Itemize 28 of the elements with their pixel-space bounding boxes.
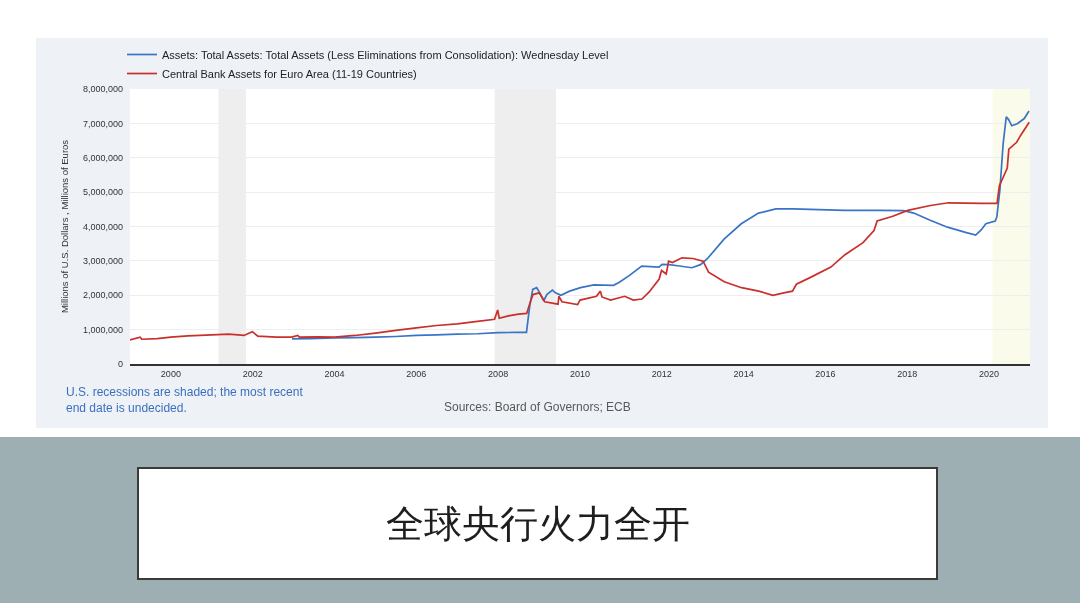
x-tick-label: 2008	[488, 368, 509, 379]
y-tick-label: 3,000,000	[82, 256, 123, 267]
legend-label: Central Bank Assets for Euro Area (11-19 Countries)	[162, 67, 417, 80]
y-tick-label: 2,000,000	[82, 290, 123, 301]
text: 全球央行火力全开	[385, 501, 690, 546]
x-tick-label: 2010	[569, 368, 591, 379]
x-tick-label: 2004	[324, 368, 345, 379]
y-tick-label: 7,000,000	[82, 118, 123, 129]
y-tick-label: 5,000,000	[82, 187, 123, 198]
y-tick-label: 8,000,000	[82, 84, 123, 95]
x-tick-label: 2018	[897, 368, 918, 379]
x-tick-label: 2002	[242, 368, 263, 379]
y-tick-label: 4,000,000	[82, 221, 123, 232]
y-tick-label: 0	[117, 359, 123, 370]
x-tick-label: 2016	[815, 368, 836, 379]
x-tick-label: 2000	[160, 368, 181, 379]
y-tick-label: 6,000,000	[82, 152, 123, 163]
x-tick-label: 2012	[651, 368, 672, 379]
x-tick-label: 2014	[733, 368, 754, 379]
source-note: Sources: Board of Governors; ECB	[444, 400, 631, 414]
y-tick-label: 1,000,000	[82, 324, 123, 335]
text: U.S. recessions are shaded; the most recent end date is undecided.	[66, 385, 304, 415]
legend-label: Assets: Total Assets: Total Assets (Less Eliminations from Consolidation): Wednesday Level	[162, 48, 609, 61]
y-axis-title: Millions of U.S. Dollars , Millions of Euros	[59, 139, 71, 314]
line-series	[291, 110, 1030, 340]
x-tick-label: 2020	[978, 368, 1000, 379]
line-series	[130, 121, 1030, 341]
x-tick-label: 2006	[406, 368, 427, 379]
